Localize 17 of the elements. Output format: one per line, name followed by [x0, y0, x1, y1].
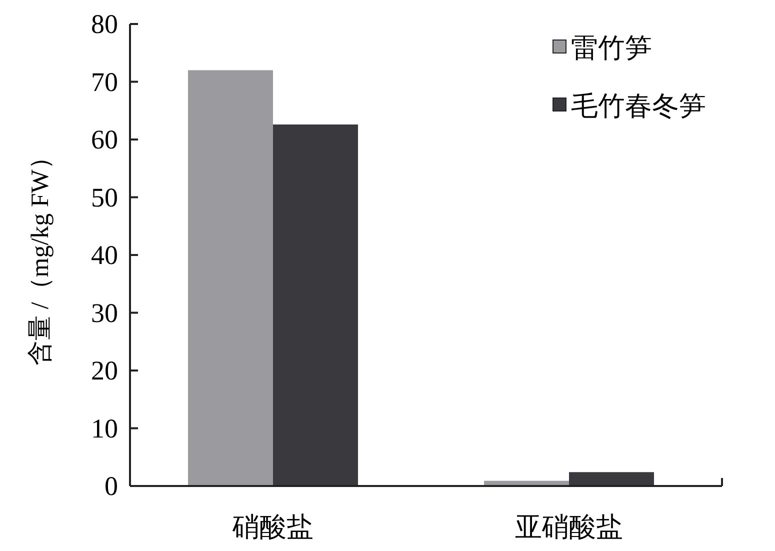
bar — [273, 124, 358, 486]
x-tick-label: 硝酸盐 — [232, 512, 314, 542]
y-tick-label: 30 — [91, 298, 118, 328]
y-tick-label: 50 — [91, 182, 118, 212]
y-tick-label: 70 — [91, 66, 118, 97]
y-tick-label: 40 — [91, 240, 118, 270]
y-tick-label: 20 — [91, 356, 118, 386]
x-tick-label: 亚硝酸盐 — [515, 512, 623, 542]
bar — [569, 472, 654, 486]
legend-label: 毛竹春冬笋 — [571, 91, 706, 121]
y-axis-title: 含量 /（mg/kg FW） — [27, 144, 54, 366]
y-tick-label: 10 — [91, 413, 118, 444]
y-tick-label: 0 — [104, 471, 118, 501]
y-tick-label: 80 — [91, 9, 118, 39]
y-tick-label: 60 — [91, 124, 118, 154]
bar — [188, 70, 273, 486]
legend-label: 雷竹笋 — [571, 33, 652, 63]
